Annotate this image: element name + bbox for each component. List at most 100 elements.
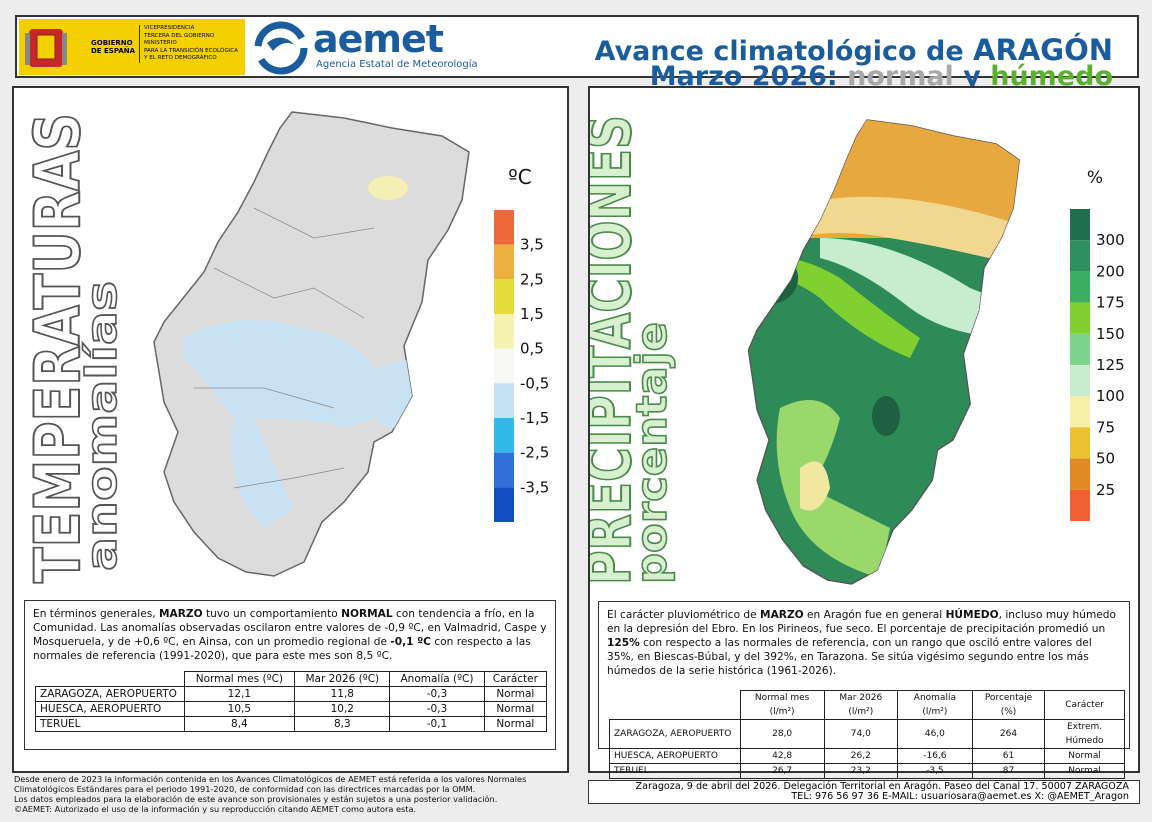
colorbar: 3,5 2,5 1,5 0,5 -0,5 -1,5 -2,5 -3,5	[494, 210, 549, 522]
colorbar-label: 125	[1096, 356, 1125, 374]
station-name: TERUEL	[609, 763, 741, 779]
table-cell: 28,0	[739, 719, 825, 749]
table-cell: 42,8	[739, 748, 825, 764]
column-header: Normal mes (ºC)	[183, 671, 296, 687]
colorbar-label: 1,5	[520, 305, 544, 323]
station-name: HUESCA, AEROPUERTO	[35, 701, 185, 717]
data-table-wrap: Normal mes (ºC) Mar 2026 (ºC) Anomalía (ºC…	[33, 663, 548, 743]
temperature-panel: TEMPERATURAS anomalías ºC 3,5 2,5 1,5 0,5 -0…	[12, 86, 569, 773]
title-region: ARAGÓN	[973, 33, 1113, 67]
summary-run: con respecto a las normales de referenci…	[607, 637, 1092, 677]
colorbar: 300 200 175 150 125 100 75 50 25	[1070, 209, 1125, 521]
data-table: Normal mes (l/m²) Mar 2026 (l/m²) Anomalía…	[609, 690, 1125, 779]
contact-line: TEL: 976 56 97 36 E-MAIL: usuariosara@ae…	[791, 791, 1129, 802]
colorbar-segment	[1070, 427, 1090, 459]
table-row: ZARAGOZA, AEROPUERTO 28,0 74,0 46,0 264 Extre…	[609, 719, 1125, 749]
colorbar-segment	[494, 244, 514, 280]
gov-text: PARA LA TRANSICIÓN ECOLÓGICA	[144, 47, 239, 54]
colorbar-label: -3,5	[520, 478, 549, 496]
summary-run: , incluso muy húmedo en la depresión del…	[607, 609, 1116, 635]
summary-run: en Aragón fue en general	[803, 609, 946, 621]
gov-text: GOBIERNO	[91, 39, 133, 47]
column-header: Mar 2026 (l/m²)	[823, 690, 898, 720]
table-cell: Normal	[483, 686, 548, 702]
table-cell: -16,6	[896, 748, 973, 764]
colorbar-label: -2,5	[520, 444, 549, 462]
summary-run: tuvo un comportamiento	[202, 608, 342, 620]
table-header-row: Normal mes (l/m²) Mar 2026 (l/m²) Anomalía…	[610, 690, 1125, 720]
colorbar-label: -1,5	[520, 409, 549, 427]
colorbar-segment	[1070, 209, 1090, 241]
colorbar-label: 200	[1096, 262, 1125, 280]
table-cell: Normal	[483, 701, 548, 717]
table-cell: Extrem. Húmedo	[1044, 719, 1125, 749]
summary-run: En términos generales,	[33, 608, 159, 620]
table-row: HUESCA, AEROPUERTO 10,5 10,2 -0,3 Normal	[35, 701, 548, 717]
colorbar-label: 100	[1096, 387, 1125, 405]
colorbar-label: 25	[1096, 481, 1115, 499]
column-header: Carácter	[483, 671, 548, 687]
colorbar-label: 0,5	[520, 340, 544, 358]
table-cell: 10,2	[294, 701, 391, 717]
table-cell: 11,8	[294, 686, 391, 702]
aemet-logo: aemet	[313, 17, 444, 61]
table-cell: -3,5	[896, 763, 973, 779]
colorbar-label: -0,5	[520, 374, 549, 392]
table-cell: Normal	[1044, 763, 1125, 779]
panel-title: PRECIPITACIONES	[590, 115, 645, 585]
summary-bold: -0,1 ºC	[390, 636, 431, 648]
summary-run: con tendencia a frío, en la Comunidad. L…	[33, 608, 547, 648]
footer-notes: Desde enero de 2023 la información conte…	[14, 774, 526, 814]
colorbar-segment	[494, 487, 514, 522]
colorbar-label: 50	[1096, 450, 1115, 468]
title-text: Avance climatológico de	[594, 36, 964, 67]
column-header: Carácter	[1044, 690, 1125, 720]
station-name: HUESCA, AEROPUERTO	[609, 748, 741, 764]
panel-title: TEMPERATURAS	[21, 113, 94, 583]
colorbar-label: 2,5	[520, 270, 544, 288]
table-cell: -0,1	[389, 716, 485, 732]
table-cell: Normal	[483, 716, 548, 732]
column-header: Anomalía (l/m²)	[896, 690, 973, 720]
gov-text: TERCERA DEL GOBIERNO	[144, 32, 215, 39]
title-and: y	[963, 61, 981, 92]
table-cell: 264	[971, 719, 1046, 749]
summary-bold: MARZO	[760, 609, 804, 621]
summary-bold: NORMAL	[341, 608, 393, 620]
table-row: ZARAGOZA, AEROPUERTO 12,1 11,8 -0,3 Normal	[35, 686, 548, 702]
colorbar-label: 150	[1096, 325, 1125, 343]
summary-run: El carácter pluviométrico de	[607, 609, 761, 621]
table-cell: -0,3	[389, 686, 485, 702]
note-line: Los datos empleados para la elaboración …	[14, 794, 498, 804]
summary-bold: MARZO	[159, 608, 203, 620]
summary-run: con respecto a las normales de referenci…	[33, 636, 531, 662]
summary-bold: HÚMEDO	[945, 609, 999, 621]
colorbar-segment	[494, 348, 514, 384]
colorbar-segment	[1070, 458, 1090, 490]
table-cell: 46,0	[896, 719, 973, 749]
table-cell: 23,2	[823, 763, 898, 779]
temperature-map-area: TEMPERATURAS anomalías ºC 3,5 2,5 1,5 0,5 -0…	[20, 111, 549, 584]
note-line: ©AEMET: Autorizado el uso de la informac…	[14, 804, 417, 814]
table-cell: 12,1	[183, 686, 296, 702]
table-cell: 10,5	[183, 701, 296, 717]
blank-header	[610, 691, 741, 720]
table-row: TERUEL 8,4 8,3 -0,1 Normal	[35, 716, 548, 732]
gov-text: VICEPRESIDENCIA	[144, 25, 195, 31]
note-line: Desde enero de 2023 la información conte…	[14, 774, 527, 784]
column-header: Anomalía (ºC)	[389, 671, 485, 687]
colorbar-segment	[494, 314, 514, 349]
column-header: Mar 2026 (ºC)	[294, 671, 391, 687]
column-header: Normal mes (l/m²)	[739, 690, 825, 720]
address-line: Zaragoza, 9 de abril del 2026. Delegació…	[635, 781, 1129, 792]
legend-unit: %	[1087, 168, 1103, 188]
colorbar-segment	[1070, 302, 1090, 334]
colorbar-segment	[1070, 489, 1090, 521]
header: GOBIERNO DE ESPAÑA VICEPRESIDENCIA TERCE…	[15, 15, 1139, 92]
aemet-emblem	[254, 21, 308, 75]
gov-text: DE ESPAÑA	[91, 47, 136, 55]
colorbar-label: 3,5	[520, 236, 544, 254]
table-cell: 26,2	[823, 748, 898, 764]
colorbar-segment	[1070, 240, 1090, 272]
colorbar-segment	[494, 418, 514, 453]
